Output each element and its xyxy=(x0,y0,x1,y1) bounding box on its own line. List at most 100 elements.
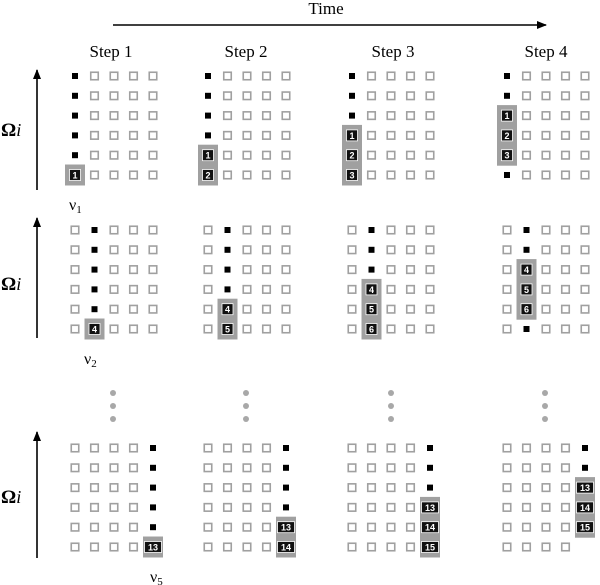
empty-cell xyxy=(386,502,396,512)
numbered-cell xyxy=(365,323,378,335)
filled-cell xyxy=(224,286,231,293)
empty-cell xyxy=(128,170,139,180)
empty-cell xyxy=(242,522,252,532)
empty-cell xyxy=(203,304,213,314)
empty-cell xyxy=(261,91,272,101)
empty-cell xyxy=(281,91,291,101)
empty-cell xyxy=(203,483,213,493)
filled-cell xyxy=(283,504,289,511)
numbered-cell xyxy=(221,303,234,316)
empty-cell xyxy=(128,111,139,121)
grid-band2-step2: 45 xyxy=(203,225,291,340)
empty-cell xyxy=(502,304,512,314)
grid-band3-step4: 13 14 15 xyxy=(502,443,595,552)
empty-cell xyxy=(242,170,252,180)
empty-cell xyxy=(521,542,532,552)
numbered-cell xyxy=(346,129,358,142)
cell-number: 4 xyxy=(92,325,97,335)
empty-cell xyxy=(386,324,396,334)
empty-cell xyxy=(502,324,512,334)
empty-cell xyxy=(347,324,357,334)
empty-cell xyxy=(502,542,512,552)
empty-cell xyxy=(347,463,357,473)
empty-cell xyxy=(222,91,233,101)
empty-cell xyxy=(386,111,396,121)
empty-cell xyxy=(521,483,532,493)
numbered-cell xyxy=(576,521,594,534)
empty-cell xyxy=(128,245,139,255)
empty-cell xyxy=(261,225,272,235)
empty-cell xyxy=(366,483,377,493)
empty-cell xyxy=(560,443,571,453)
step-label-2: Step 2 xyxy=(225,42,268,61)
empty-cell xyxy=(405,111,416,121)
empty-cell xyxy=(203,542,213,552)
cell-number: 2 xyxy=(349,151,354,161)
empty-cell xyxy=(109,304,119,314)
filled-cell xyxy=(504,172,510,178)
empty-cell xyxy=(502,443,512,453)
empty-cell xyxy=(580,170,590,180)
empty-cell xyxy=(148,130,158,140)
empty-cell xyxy=(580,71,590,81)
numbered-cell xyxy=(520,263,533,276)
empty-cell xyxy=(560,483,571,493)
empty-cell xyxy=(347,225,357,235)
empty-cell xyxy=(580,225,590,235)
numbered-cell xyxy=(277,541,295,553)
empty-cell xyxy=(541,265,551,275)
empty-cell xyxy=(148,170,158,180)
filled-cell xyxy=(368,227,375,233)
empty-cell xyxy=(386,284,396,294)
filled-cell xyxy=(224,227,231,233)
empty-cell xyxy=(222,130,233,140)
empty-cell xyxy=(222,150,233,160)
empty-cell xyxy=(560,463,571,473)
empty-cell xyxy=(281,304,291,314)
empty-cell xyxy=(70,483,80,493)
empty-cell xyxy=(261,463,272,473)
empty-cell xyxy=(242,483,252,493)
empty-cell xyxy=(148,284,158,294)
empty-cell xyxy=(222,443,233,453)
omega-symbol: Ω xyxy=(1,487,16,508)
empty-cell xyxy=(222,542,233,552)
empty-cell xyxy=(89,130,100,140)
empty-cell xyxy=(347,443,357,453)
empty-cell xyxy=(203,443,213,453)
empty-cell xyxy=(560,225,571,235)
empty-cell xyxy=(347,304,357,314)
empty-cell xyxy=(425,324,435,334)
numbered-cell xyxy=(365,303,378,316)
grid-band2-step3: 4 5 6 xyxy=(347,225,435,340)
step-label-1: Step 1 xyxy=(90,42,133,61)
empty-cell xyxy=(222,483,233,493)
empty-cell xyxy=(222,170,233,180)
time-label: Time xyxy=(308,0,343,18)
numbered-cell xyxy=(346,149,358,162)
cell-number: 15 xyxy=(425,543,435,553)
empty-cell xyxy=(502,245,512,255)
filled-cell xyxy=(205,112,211,119)
empty-cell xyxy=(541,443,551,453)
empty-cell xyxy=(281,225,291,235)
empty-cell xyxy=(89,170,100,180)
empty-cell xyxy=(281,284,291,294)
empty-cell xyxy=(89,443,100,453)
omega-symbol: Ω xyxy=(1,274,16,295)
empty-cell xyxy=(425,130,435,140)
empty-cell xyxy=(109,225,119,235)
filled-cell xyxy=(150,464,156,471)
empty-cell xyxy=(366,502,377,512)
numbered-cell xyxy=(277,521,295,534)
empty-cell xyxy=(405,130,416,140)
filled-cell xyxy=(91,306,98,313)
empty-cell xyxy=(405,502,416,512)
numbered-cell xyxy=(221,323,234,335)
filled-cell xyxy=(283,484,289,491)
filled-cell xyxy=(205,92,211,99)
empty-cell xyxy=(89,111,100,121)
grid-band2-step4: 4 5 6 xyxy=(502,225,590,334)
cell-number: 4 xyxy=(225,305,230,315)
empty-cell xyxy=(366,130,377,140)
